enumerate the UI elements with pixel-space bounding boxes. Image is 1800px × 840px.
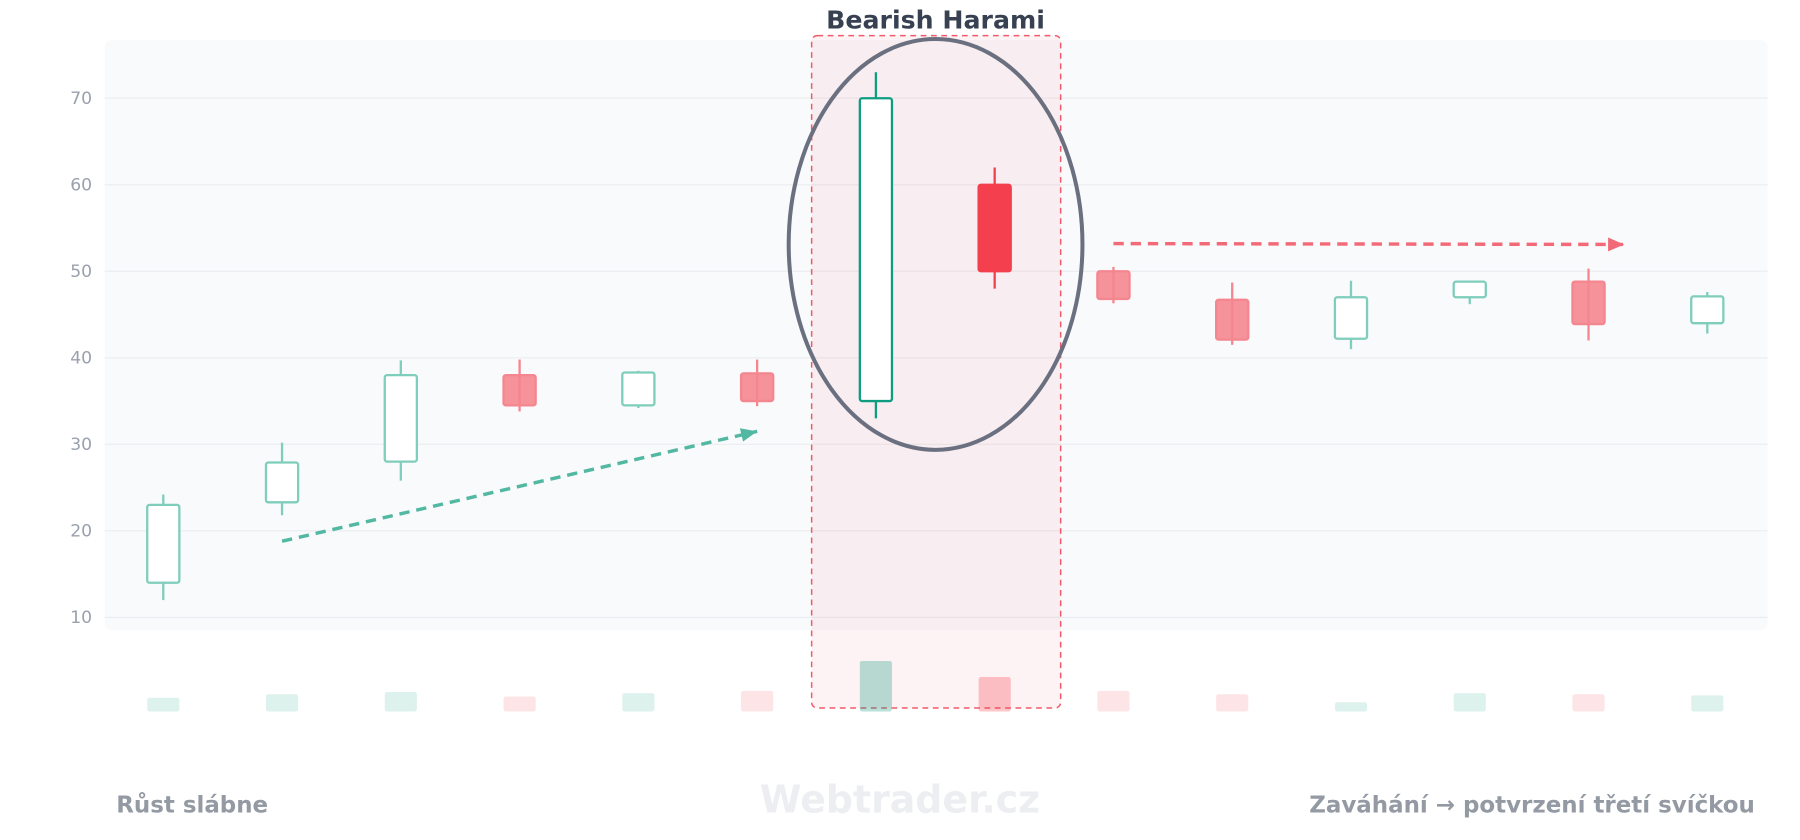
plot-background bbox=[104, 40, 1768, 630]
pattern-highlight-box bbox=[810, 34, 1062, 709]
y-tick-label: 50 bbox=[70, 262, 92, 282]
y-tick-label: 70 bbox=[70, 89, 92, 109]
volume-bar bbox=[1572, 694, 1605, 712]
volume-bar bbox=[1334, 702, 1368, 712]
chart-title: Bearish Harami bbox=[826, 6, 1045, 35]
bearish-candle bbox=[1096, 270, 1131, 301]
y-tick-label: 20 bbox=[70, 522, 92, 542]
candles bbox=[146, 72, 1725, 601]
volume-bar bbox=[147, 697, 180, 712]
bullish-candle bbox=[621, 371, 656, 407]
right-caption: Zaváhání → potvrzení třetí svíčkou bbox=[1309, 792, 1755, 818]
volume-bar bbox=[1453, 693, 1486, 712]
arrow-head bbox=[1608, 237, 1625, 252]
bullish-candle bbox=[1333, 296, 1369, 340]
bullish-candle bbox=[1690, 295, 1725, 325]
grid-lines bbox=[104, 97, 1768, 619]
bullish-candle bbox=[146, 503, 181, 584]
bearish-candle bbox=[1215, 298, 1250, 341]
trend-arrows bbox=[281, 237, 1625, 543]
pattern-ellipse bbox=[786, 37, 1085, 452]
arrow-head bbox=[739, 428, 758, 442]
volume-bar bbox=[978, 677, 1011, 712]
watermark: Webtrader.cz bbox=[760, 777, 1040, 821]
volume-bar bbox=[265, 694, 299, 712]
bullish-candle bbox=[1452, 280, 1487, 299]
y-tick-label: 10 bbox=[70, 608, 92, 628]
volume-bar bbox=[503, 696, 536, 712]
volume-bar bbox=[1216, 694, 1249, 712]
volume-bar bbox=[741, 690, 774, 712]
y-tick-label: 60 bbox=[70, 175, 92, 195]
y-tick-label: 40 bbox=[70, 349, 92, 369]
volume-bar bbox=[1691, 695, 1724, 712]
bullish-candle bbox=[264, 461, 300, 504]
volume-bars bbox=[147, 660, 1724, 712]
volume-bar bbox=[622, 693, 655, 712]
volume-bar bbox=[859, 660, 892, 712]
bullish-candle bbox=[858, 97, 894, 403]
bearish-candle bbox=[977, 183, 1012, 273]
uptrend-arrow bbox=[281, 429, 758, 543]
y-axis: 10 20 30 40 50 60 70 bbox=[70, 89, 92, 628]
bearish-candle bbox=[502, 373, 537, 407]
left-caption: Růst slábne bbox=[116, 791, 268, 818]
bearish-candle bbox=[739, 372, 775, 403]
bearish-candle bbox=[1571, 280, 1606, 326]
volume-bar bbox=[384, 691, 417, 712]
volume-bar bbox=[1097, 690, 1130, 712]
y-tick-label: 30 bbox=[70, 435, 92, 455]
bullish-candle bbox=[383, 373, 419, 463]
